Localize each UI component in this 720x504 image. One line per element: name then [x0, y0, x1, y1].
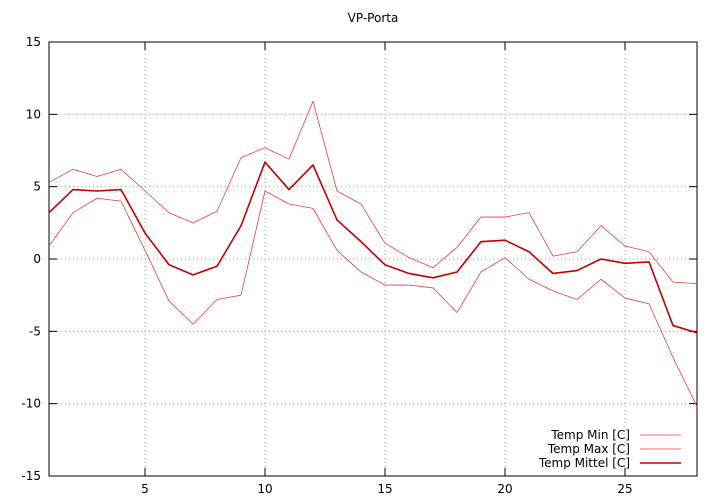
series-layer: [48, 100, 698, 407]
y-tick-label: 15: [26, 35, 41, 49]
y-tick-label: -10: [21, 397, 41, 411]
chart-title: VP-Porta: [348, 11, 399, 25]
series-line-2: [48, 100, 698, 284]
y-tick-label: 0: [33, 252, 41, 266]
legend: Temp Min [C]Temp Max [C]Temp Mittel [C]: [538, 428, 681, 470]
x-tick-label: 25: [617, 482, 632, 496]
y-tick-label: 10: [26, 107, 41, 121]
y-tick-label: 5: [33, 180, 41, 194]
y-tick-label: -5: [29, 324, 41, 338]
legend-label-3: Temp Mittel [C]: [538, 456, 630, 470]
series-line-3: [48, 161, 698, 334]
x-tick-label: 20: [497, 482, 512, 496]
legend-label-1: Temp Min [C]: [550, 428, 630, 442]
legend-label-2: Temp Max [C]: [547, 442, 630, 456]
axes-layer: -15 -10 -5 0 5 10 15 5 10 15 20 25: [21, 35, 698, 496]
x-tick-label: 15: [377, 482, 392, 496]
grid-layer: [49, 42, 697, 476]
x-tick-label: 5: [141, 482, 149, 496]
x-tick-label: 10: [257, 482, 272, 496]
y-tick-label: -15: [21, 469, 41, 483]
series-line-1: [48, 190, 698, 407]
